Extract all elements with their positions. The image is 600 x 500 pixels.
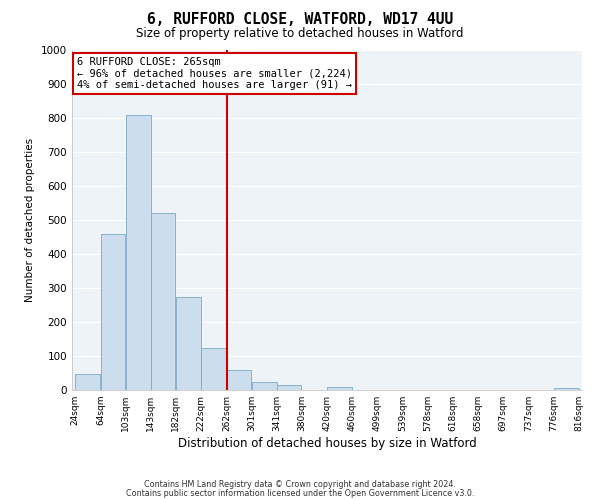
X-axis label: Distribution of detached houses by size in Watford: Distribution of detached houses by size …	[178, 437, 476, 450]
Bar	[76, 374, 100, 390]
Text: 6, RUFFORD CLOSE, WATFORD, WD17 4UU: 6, RUFFORD CLOSE, WATFORD, WD17 4UU	[147, 12, 453, 28]
Bar	[251, 382, 277, 390]
Text: Size of property relative to detached houses in Watford: Size of property relative to detached ho…	[136, 28, 464, 40]
Text: Contains public sector information licensed under the Open Government Licence v3: Contains public sector information licen…	[126, 488, 474, 498]
Text: Contains HM Land Registry data © Crown copyright and database right 2024.: Contains HM Land Registry data © Crown c…	[144, 480, 456, 489]
Bar	[202, 348, 226, 390]
Text: 6 RUFFORD CLOSE: 265sqm
← 96% of detached houses are smaller (2,224)
4% of semi-: 6 RUFFORD CLOSE: 265sqm ← 96% of detache…	[77, 57, 352, 90]
Bar	[327, 388, 352, 390]
Bar	[176, 297, 201, 390]
Bar	[554, 388, 578, 390]
Bar	[125, 114, 151, 390]
Bar	[227, 370, 251, 390]
Bar	[277, 385, 301, 390]
Bar	[101, 234, 125, 390]
Bar	[151, 213, 175, 390]
Y-axis label: Number of detached properties: Number of detached properties	[25, 138, 35, 302]
